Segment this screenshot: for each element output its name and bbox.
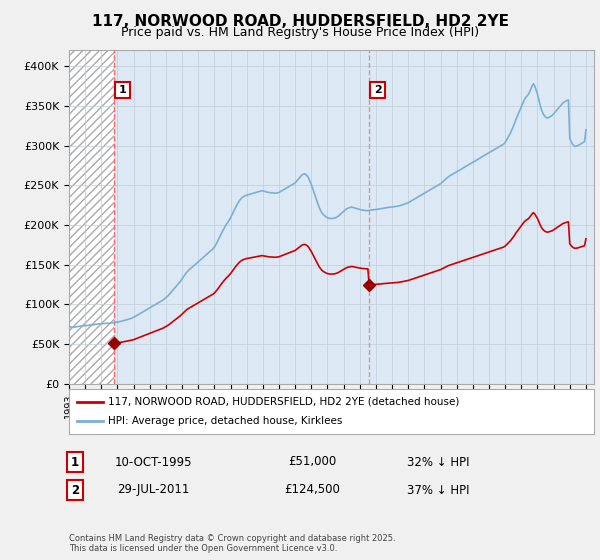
Text: 117, NORWOOD ROAD, HUDDERSFIELD, HD2 2YE (detached house): 117, NORWOOD ROAD, HUDDERSFIELD, HD2 2YE… xyxy=(109,396,460,407)
Text: Contains HM Land Registry data © Crown copyright and database right 2025.
This d: Contains HM Land Registry data © Crown c… xyxy=(69,534,395,553)
Text: 1: 1 xyxy=(119,85,127,95)
Text: 37% ↓ HPI: 37% ↓ HPI xyxy=(407,483,469,497)
Text: 117, NORWOOD ROAD, HUDDERSFIELD, HD2 2YE: 117, NORWOOD ROAD, HUDDERSFIELD, HD2 2YE xyxy=(91,14,509,29)
Text: 10-OCT-1995: 10-OCT-1995 xyxy=(114,455,192,469)
Text: £124,500: £124,500 xyxy=(284,483,340,497)
Text: HPI: Average price, detached house, Kirklees: HPI: Average price, detached house, Kirk… xyxy=(109,417,343,427)
Text: 2: 2 xyxy=(71,483,79,497)
Text: 29-JUL-2011: 29-JUL-2011 xyxy=(117,483,189,497)
Text: 32% ↓ HPI: 32% ↓ HPI xyxy=(407,455,469,469)
Text: 2: 2 xyxy=(374,85,382,95)
Text: £51,000: £51,000 xyxy=(288,455,336,469)
Text: Price paid vs. HM Land Registry's House Price Index (HPI): Price paid vs. HM Land Registry's House … xyxy=(121,26,479,39)
Text: 1: 1 xyxy=(71,455,79,469)
